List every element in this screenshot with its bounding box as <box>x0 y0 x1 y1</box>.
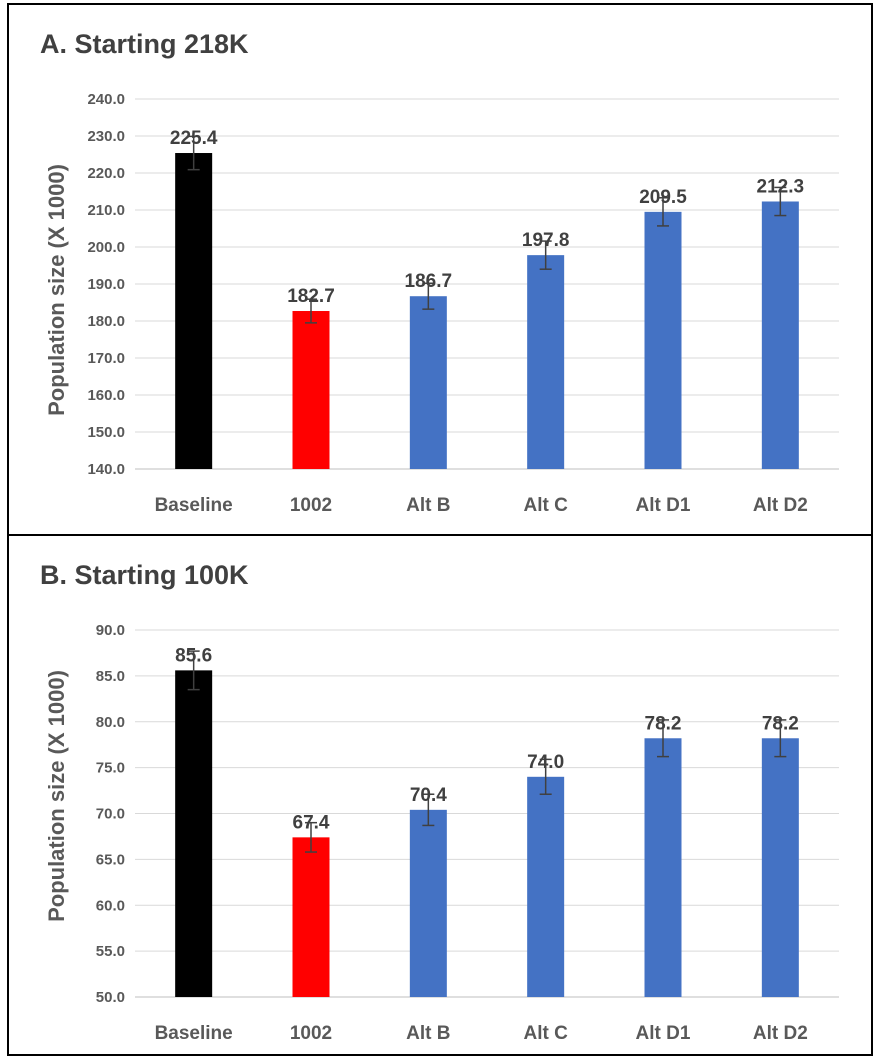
category-label: Baseline <box>155 495 233 516</box>
chart-panel-a: A. Starting 218K Population size (X 1000… <box>7 3 873 536</box>
category-label: Alt B <box>406 495 450 516</box>
category-label: Baseline <box>155 1023 233 1044</box>
category-label: Alt C <box>524 495 569 516</box>
y-tick-label: 210.0 <box>87 202 125 219</box>
category-label: Alt D1 <box>636 1023 691 1044</box>
chart-title: B. Starting 100K <box>40 560 249 590</box>
bar <box>292 311 330 469</box>
y-tick-label: 190.0 <box>87 276 125 293</box>
y-tick-label: 150.0 <box>87 424 125 441</box>
y-tick-label: 75.0 <box>96 760 125 777</box>
y-tick-label: 50.0 <box>96 989 125 1006</box>
data-label: 70.4 <box>410 785 447 806</box>
chart-title: A. Starting 218K <box>40 29 249 59</box>
data-label: 67.4 <box>293 812 330 833</box>
data-label: 186.7 <box>405 271 453 292</box>
y-tick-label: 220.0 <box>87 165 125 182</box>
category-label: Alt D1 <box>636 495 691 516</box>
category-label: 1002 <box>290 495 332 516</box>
data-label: 212.3 <box>757 176 805 197</box>
bar <box>527 776 565 997</box>
y-tick-label: 160.0 <box>87 387 125 404</box>
category-label: Alt B <box>406 1023 450 1044</box>
bar <box>409 809 447 997</box>
y-tick-label: 80.0 <box>96 714 125 731</box>
data-label: 197.8 <box>522 230 570 251</box>
data-label: 78.2 <box>762 713 799 734</box>
y-tick-label: 70.0 <box>96 806 125 823</box>
y-tick-label: 90.0 <box>96 622 125 639</box>
data-label: 225.4 <box>170 128 218 149</box>
y-tick-label: 140.0 <box>87 461 125 478</box>
bar <box>175 153 213 469</box>
data-label: 182.7 <box>287 286 335 307</box>
bar <box>292 837 330 997</box>
data-label: 74.0 <box>527 752 564 773</box>
y-tick-label: 180.0 <box>87 313 125 330</box>
y-tick-label: 200.0 <box>87 239 125 256</box>
bar-chart-a: 140.0 150.0 160.0 170.0 180.0 190.0 200.0 210.0… <box>87 91 839 516</box>
bar <box>761 201 799 470</box>
data-label: 78.2 <box>645 713 682 734</box>
data-label: 85.6 <box>175 645 212 666</box>
y-tick-label: 240.0 <box>87 91 125 108</box>
bar <box>644 211 682 469</box>
bar-chart-b: 50.0 55.0 60.0 65.0 70.0 75.0 80.0 85.0 90.0 85.6… <box>96 622 839 1044</box>
data-label: 209.5 <box>639 187 687 208</box>
y-tick-label: 55.0 <box>96 943 125 960</box>
bar <box>644 738 682 997</box>
bar <box>527 255 565 469</box>
category-label: Alt C <box>524 1023 569 1044</box>
category-label: Alt D2 <box>753 495 808 516</box>
bar <box>175 670 213 997</box>
y-tick-label: 60.0 <box>96 897 125 914</box>
y-tick-label: 230.0 <box>87 128 125 145</box>
chart-panel-b: B. Starting 100K Population size (X 1000… <box>7 534 873 1056</box>
y-tick-label: 85.0 <box>96 668 125 685</box>
y-tick-label: 170.0 <box>87 350 125 367</box>
bar <box>761 738 799 997</box>
category-label: Alt D2 <box>753 1023 808 1044</box>
bar <box>409 296 447 469</box>
y-tick-label: 65.0 <box>96 851 125 868</box>
category-label: 1002 <box>290 1023 332 1044</box>
